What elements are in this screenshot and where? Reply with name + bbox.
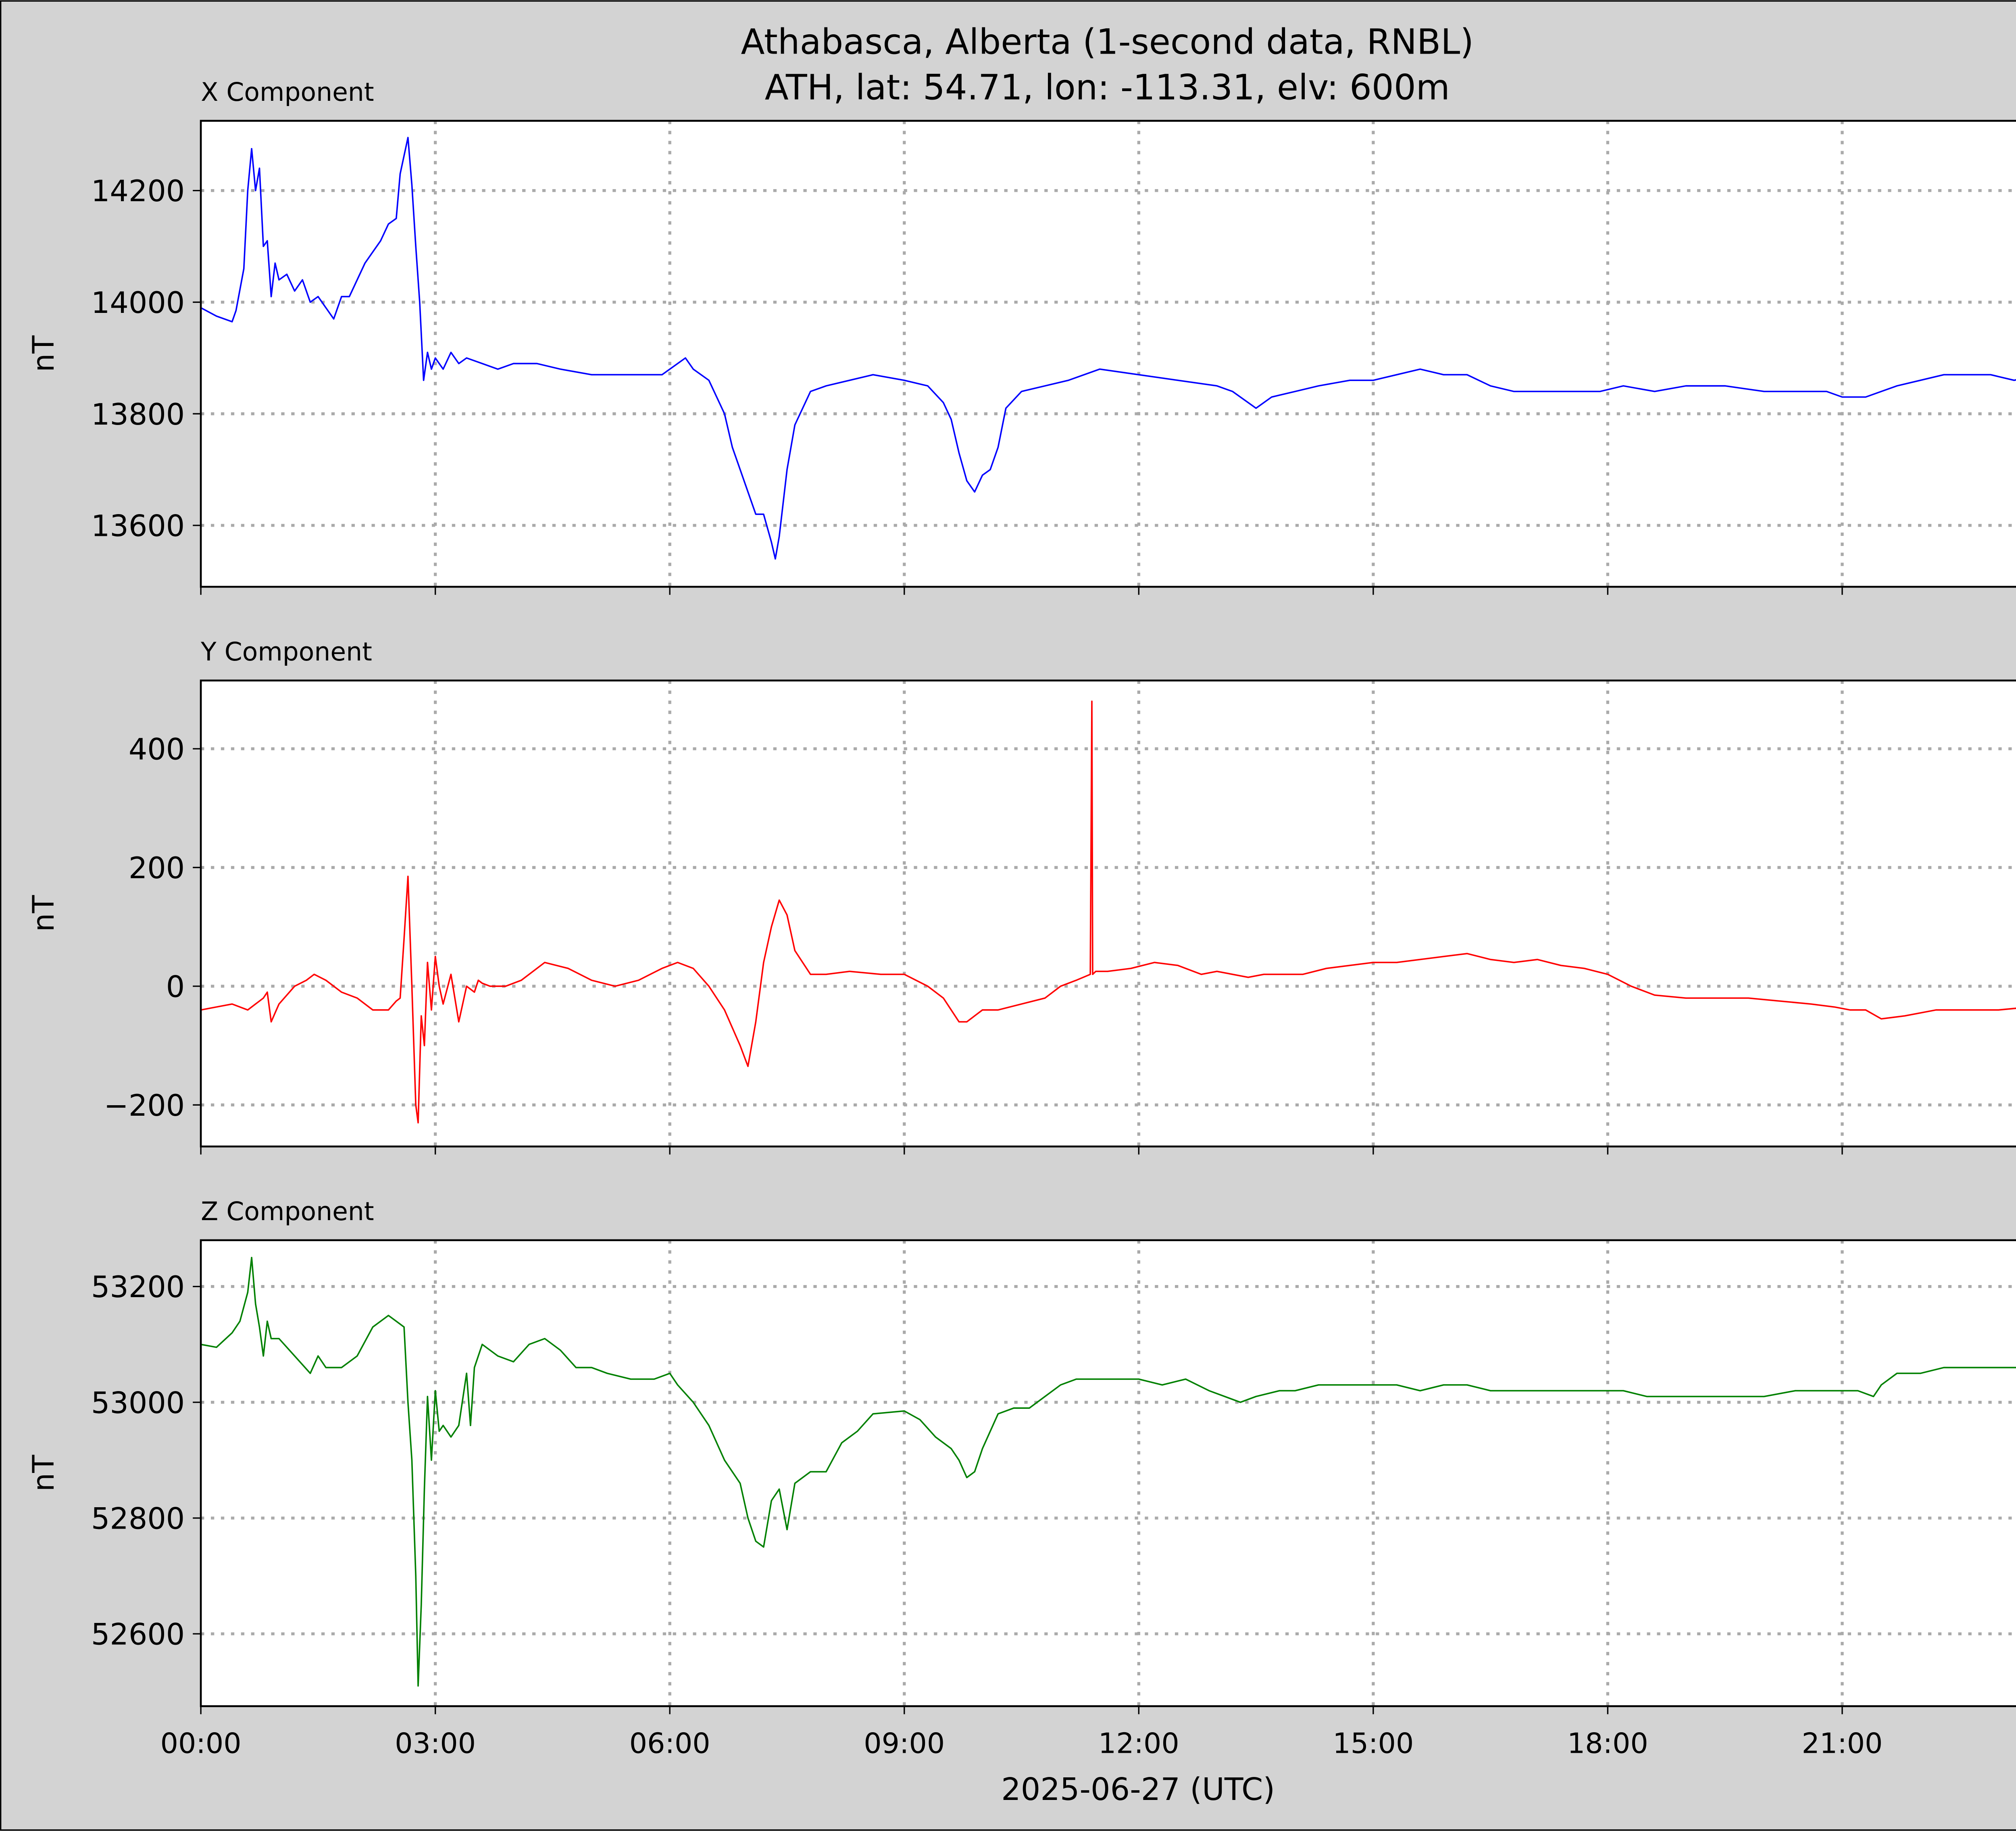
y-tick-label: 13600: [91, 509, 185, 544]
panel-frame: [200, 120, 2016, 588]
y-axis-label: nT: [27, 1455, 61, 1491]
y-axis-label: nT: [27, 335, 61, 372]
panel-2: Y Component −200 0 200 400 nT: [27, 637, 2016, 1155]
y-tick-label: 53200: [91, 1270, 185, 1304]
x-axis-label: 2025-06-27 (UTC): [1001, 1772, 1275, 1808]
figure-title-line2: ATH, lat: 54.71, lon: -113.31, elv: 600m: [765, 67, 1450, 108]
y-tick-label: 52600: [91, 1618, 185, 1652]
series-line: [200, 1257, 2016, 1687]
panel-title: X Component: [201, 77, 374, 107]
plot-area: [201, 680, 2016, 1147]
y-tick-label: 400: [129, 733, 185, 767]
x-tick-label: 06:00: [629, 1727, 710, 1760]
x-tick-label: 03:00: [395, 1727, 476, 1760]
panel-title: Z Component: [201, 1196, 374, 1226]
x-tick-label: 15:00: [1333, 1727, 1414, 1760]
panel-frame: [200, 1239, 2016, 1707]
x-tick-label: 00:00: [160, 1727, 242, 1760]
plot-area: [201, 121, 2016, 587]
plot-area: [201, 1240, 2016, 1706]
panel-frame: [200, 679, 2016, 1148]
x-tick-label: 09:00: [864, 1727, 945, 1760]
y-tick-label: 14200: [91, 174, 185, 208]
x-tick-label: 21:00: [1802, 1727, 1883, 1760]
y-tick-label: −200: [104, 1089, 185, 1123]
panel-1: X Component 13600 13800 14000 14200 nT: [27, 77, 2016, 595]
x-tick-label: 18:00: [1567, 1727, 1648, 1760]
y-tick-label: 52800: [91, 1502, 185, 1536]
series-line: [200, 700, 2016, 1124]
y-axis-label: nT: [27, 895, 61, 932]
y-tick-label: 13800: [91, 398, 185, 432]
panel-title: Y Component: [200, 637, 372, 667]
x-tick-label: 12:00: [1098, 1727, 1179, 1760]
y-tick-label: 14000: [91, 286, 185, 320]
series-line: [200, 137, 2016, 560]
y-tick-label: 0: [166, 970, 185, 1004]
panel-3: Z Component 52600 52800 53000 53200 nT 00:00 03…: [27, 1196, 2016, 1760]
y-tick-label: 53000: [91, 1386, 185, 1420]
y-tick-label: 200: [129, 851, 185, 885]
figure-title-line1: Athabasca, Alberta (1-second data, RNBL): [741, 22, 1474, 62]
